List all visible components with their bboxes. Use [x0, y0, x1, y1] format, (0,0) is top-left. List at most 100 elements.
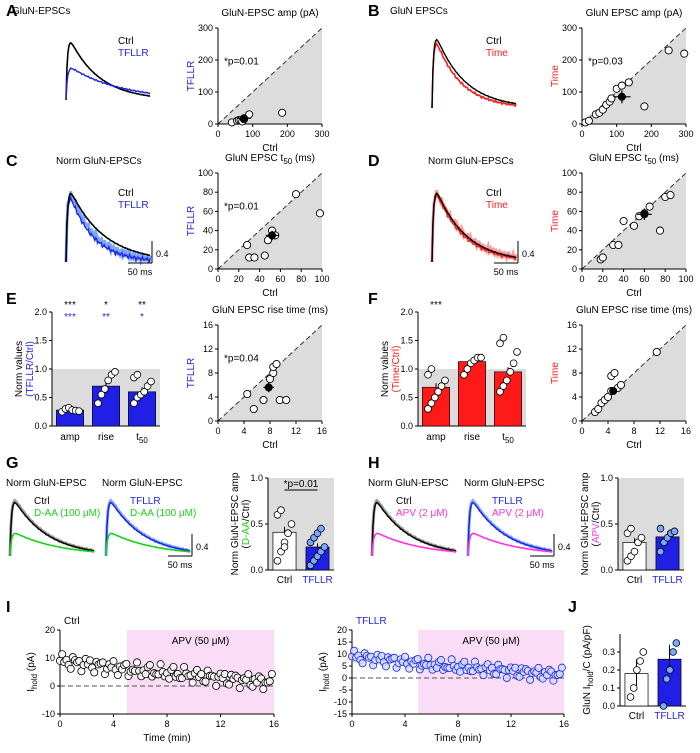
- x-tick-label: 16: [269, 719, 279, 729]
- label-subscript: hold: [322, 674, 331, 689]
- x-tick-label: 4: [241, 426, 246, 436]
- panel-letter: F: [368, 291, 378, 308]
- trace-title: Norm GluN-EPSCs: [428, 156, 514, 167]
- data-point: [509, 359, 518, 368]
- trace-ctrl: [65, 192, 151, 263]
- data-point: [617, 81, 626, 90]
- data-point: [169, 663, 178, 672]
- data-point: [629, 221, 639, 230]
- x-tick-label: 16: [559, 719, 569, 729]
- data-point: [201, 677, 210, 686]
- data-point: [557, 663, 566, 672]
- y-axis-label: Norm GluN-EPSC amp: [580, 472, 591, 575]
- x-tick-label: 100: [314, 274, 329, 284]
- legend-drug: TFLLR: [118, 200, 149, 211]
- trace-title: Norm GluN-EPSC: [464, 478, 545, 489]
- data-point: [460, 370, 468, 379]
- y-axis-label-ratio: (D-AA/Ctrl): [241, 500, 252, 549]
- data-point: [640, 102, 649, 111]
- data-point: [502, 673, 511, 682]
- data-point: [147, 377, 155, 386]
- label-main: t: [136, 432, 139, 443]
- data-point: [109, 657, 118, 666]
- panel-letter: I: [6, 599, 10, 616]
- data-point: [277, 506, 285, 515]
- data-point: [243, 240, 252, 250]
- data-point: [424, 405, 432, 413]
- x-tick-label: 300: [314, 129, 329, 139]
- y-tick-label: 0.1: [602, 683, 615, 693]
- legend-drug: Time: [486, 200, 508, 211]
- x-tick-label: 200: [280, 129, 295, 139]
- y-tick-label: 100: [198, 87, 213, 97]
- label-part: (: [591, 543, 602, 547]
- x-tick-label: 20: [234, 274, 244, 284]
- trace-ctrl: [431, 38, 517, 109]
- trace-ctrl: [65, 41, 151, 101]
- data-point: [180, 662, 189, 671]
- y-axis-label-ratio: (TFLLR/Ctrl): [25, 341, 36, 397]
- data-point: [666, 191, 675, 200]
- panel-letter: G: [6, 455, 18, 472]
- data-point: [287, 520, 296, 528]
- data-point: [265, 677, 274, 686]
- y-axis-label: TFLLR: [186, 358, 197, 389]
- x-tick-label: 0: [579, 274, 584, 284]
- mean-point: [264, 383, 273, 392]
- data-point: [664, 46, 673, 55]
- y-tick-label: 1.0: [34, 364, 47, 374]
- y-tick-label: 0.5: [600, 519, 613, 529]
- stat-label: *p=0.04: [224, 353, 259, 364]
- stat-label: *p=0.01: [224, 56, 259, 67]
- y-tick-label: 100: [562, 168, 577, 178]
- x-tick-label: 100: [245, 129, 260, 139]
- y-tick-label: 0.5: [400, 393, 413, 403]
- x-tick-label: 8: [631, 426, 636, 436]
- x-tick-label: 16: [317, 426, 327, 436]
- x-tick-label: 4: [111, 719, 116, 729]
- x-tick-label: 40: [619, 274, 629, 284]
- data-point: [526, 675, 535, 684]
- y-axis-label: Time: [550, 210, 561, 232]
- panel-letter: E: [6, 291, 17, 308]
- data-point: [477, 353, 485, 362]
- y-tick-label: 0: [572, 119, 577, 129]
- data-point: [66, 664, 75, 673]
- trace-title: Norm GluN-EPSC: [102, 478, 183, 489]
- trace-drug: [431, 192, 517, 263]
- data-point: [680, 49, 689, 58]
- x-category-label: t50: [502, 432, 514, 445]
- data-point: [267, 669, 276, 678]
- data-point: [655, 226, 665, 235]
- data-point: [437, 382, 446, 390]
- data-point: [188, 678, 197, 687]
- data-point: [534, 663, 543, 672]
- scale-bar-label: 50 ms: [128, 267, 153, 277]
- data-point: [197, 670, 206, 679]
- y-tick-label: 0: [572, 416, 577, 426]
- significance-drug: **: [102, 312, 110, 323]
- data-point: [133, 370, 142, 379]
- scale-bar-label: 0.4: [522, 249, 535, 259]
- y-tick-label: 10: [45, 653, 55, 663]
- y-tick-label: 40: [567, 226, 577, 236]
- significance-ctrl: **: [138, 300, 146, 311]
- trace-drug: [467, 532, 553, 557]
- trace-drug: [65, 67, 151, 101]
- data-point: [284, 529, 292, 537]
- data-point: [85, 656, 94, 665]
- legend-ctrl: Ctrl: [118, 36, 134, 47]
- legend-drug: D-AA (100 μM): [130, 508, 196, 519]
- data-point: [619, 216, 628, 226]
- scale-bar-label: 50 ms: [494, 267, 519, 277]
- y-tick-label: 5: [342, 661, 347, 671]
- trace-ctrl: [9, 501, 95, 557]
- label-main: amp: [60, 432, 80, 443]
- x-tick-label: 0: [57, 719, 62, 729]
- x-axis-label: Ctrl: [262, 143, 278, 154]
- label-main: I: [318, 689, 329, 692]
- data-point: [424, 653, 433, 662]
- data-point: [502, 376, 511, 385]
- data-point: [639, 648, 648, 656]
